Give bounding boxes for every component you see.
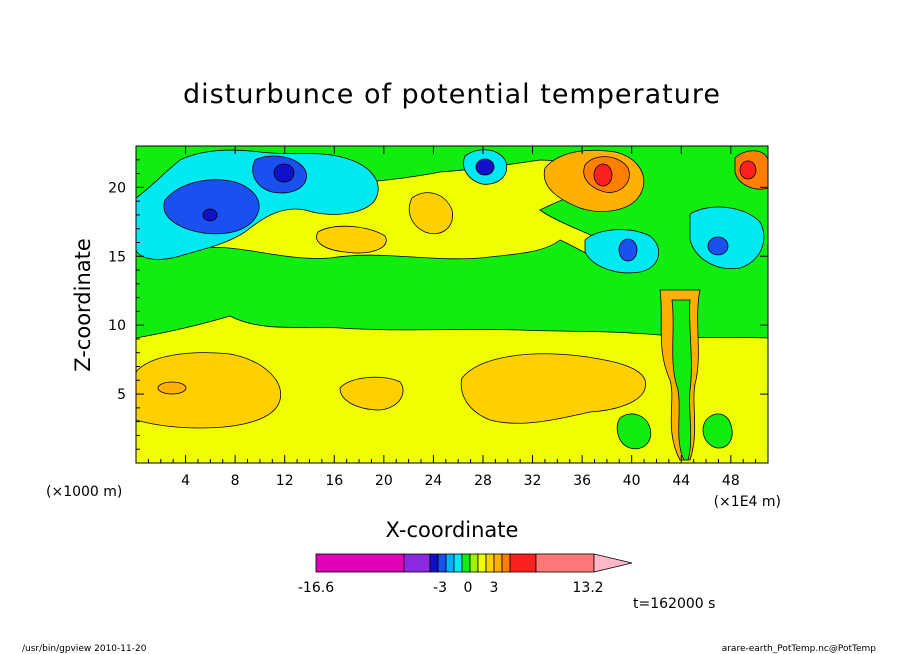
x-tick-label: 32 — [524, 473, 542, 489]
footer-left: /usr/bin/gpview 2010-11-20 — [22, 644, 147, 654]
colorbar-segment — [535, 553, 595, 573]
plot-frame — [135, 145, 769, 464]
colorbar-tick-label: 13.2 — [572, 580, 603, 596]
y-axis-label: Z-coordinate — [71, 238, 95, 372]
time-label: t=162000 s — [633, 596, 715, 612]
colorbar-tick-label: -3 — [433, 580, 447, 596]
x-unit-left: (×1000 m) — [46, 484, 122, 500]
colorbar-tick-label: 3 — [490, 580, 499, 596]
x-unit-right: (×1E4 m) — [714, 494, 781, 510]
colorbar-segment — [437, 553, 447, 573]
colorbar-segment — [461, 553, 471, 573]
colorbar — [315, 553, 633, 573]
lower-orange-left — [136, 352, 282, 429]
x-tick-label: 40 — [623, 473, 641, 489]
colorbar-segment — [469, 553, 479, 573]
colorbar-tick-label: -16.6 — [298, 580, 334, 596]
navy-core-12-21 — [273, 163, 295, 183]
lower-orange-right — [460, 353, 646, 424]
wave-column-green — [671, 299, 692, 461]
red-core-38-20 — [593, 163, 613, 187]
y-tick-label: 15 — [108, 249, 126, 265]
x-tick-label: 36 — [573, 473, 591, 489]
x-tick-label: 48 — [722, 473, 740, 489]
colorbar-segment — [315, 553, 405, 573]
colorbar-tick-labels: -16.6 -3 0 3 13.2 — [298, 580, 604, 596]
lower-orange-center — [339, 376, 404, 411]
orange-patch-24-17 — [408, 192, 454, 235]
blue-core-47-16 — [707, 236, 729, 256]
blue-core-40-16 — [618, 238, 638, 262]
x-tick-label: 20 — [375, 473, 393, 489]
x-tick-label: 4 — [181, 473, 190, 489]
colorbar-segment — [493, 553, 503, 573]
x-axis-label: X-coordinate — [386, 518, 519, 542]
footer-right: arare-earth_PotTemp.nc@PotTemp — [722, 644, 877, 654]
lower-green-patch-2 — [702, 413, 733, 449]
chart-title: disturbunce of potential temperature — [183, 79, 721, 110]
colorbar-segment — [403, 553, 431, 573]
orange-patch-16-17 — [316, 225, 387, 254]
colorbar-segment — [509, 553, 537, 573]
x-tick-label: 44 — [672, 473, 690, 489]
x-tick-label: 24 — [424, 473, 442, 489]
colorbar-segment — [453, 553, 463, 573]
lower-orange-core-4-5 — [157, 381, 187, 395]
cyan-region-46-17 — [689, 206, 765, 270]
y-tick-label: 10 — [108, 318, 126, 334]
colorbar-segment — [477, 553, 487, 573]
colorbar-segment — [501, 553, 511, 573]
colorbar-segment — [445, 553, 455, 573]
colorbar-segment — [485, 553, 495, 573]
colorbar-segment — [429, 553, 439, 573]
y-tick-label: 20 — [108, 180, 126, 196]
x-tick-label: 16 — [325, 473, 343, 489]
lower-green-patch — [616, 413, 652, 450]
x-tick-label: 8 — [231, 473, 240, 489]
blue-region-left — [163, 179, 260, 235]
contour-field — [136, 146, 768, 463]
y-axis-ticks: 5 10 15 20 — [108, 159, 768, 450]
x-tick-label: 12 — [276, 473, 294, 489]
navy-core-28-21 — [475, 158, 495, 176]
colorbar-tick-label: 0 — [464, 580, 473, 596]
x-tick-label: 28 — [474, 473, 492, 489]
red-core-49-21 — [739, 160, 757, 180]
colorbar-arrow — [593, 553, 633, 573]
x-axis-ticks: 4 8 12 16 20 24 28 32 36 40 44 48 — [147, 146, 757, 489]
y-tick-label: 5 — [117, 387, 126, 403]
navy-core-6-18 — [202, 208, 218, 222]
